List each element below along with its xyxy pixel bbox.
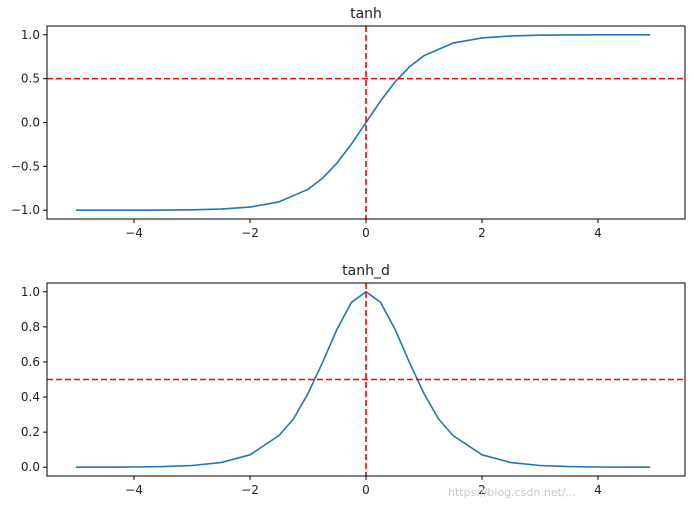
tanh-x-tick-label: 0 <box>362 226 370 240</box>
tanh-data-point-12 <box>365 122 366 123</box>
tanh-y-tick-label: 0.5 <box>21 72 40 86</box>
tanh-data-point-17 <box>452 43 453 44</box>
tanh-d-data-point-5 <box>220 462 221 463</box>
tanh-d-data-point-19 <box>452 435 453 436</box>
tanh-x-tick-label: −4 <box>125 226 143 240</box>
tanh-data-point-18 <box>481 37 482 38</box>
tanh-d-data-point-20 <box>481 454 482 455</box>
tanh-d-x-tick-label: −4 <box>125 483 143 497</box>
tanh-data-point-6 <box>249 206 250 207</box>
tanh-data-point-5 <box>220 208 221 209</box>
tanh-d-x-tick-label: 2 <box>478 483 486 497</box>
tanh-d-data-point-25 <box>626 467 627 468</box>
tanh-data-point-2 <box>133 210 134 211</box>
tanh-d-data-point-3 <box>162 466 163 467</box>
tanh-data-point-7 <box>278 201 279 202</box>
tanh-d-y-tick-label: 0.0 <box>21 460 40 474</box>
tanh-d-series-line <box>75 290 651 468</box>
tanh-d-data-point-4 <box>191 465 192 466</box>
tanh-data-point-1 <box>104 210 105 211</box>
tanh-x-tick-label: −2 <box>241 226 259 240</box>
tanh-data-point-15 <box>409 66 410 67</box>
tanh-d-data-point-14 <box>380 302 381 303</box>
tanh-d-data-point-7 <box>278 435 279 436</box>
tanh-data-point-22 <box>597 34 598 35</box>
tanh-subplot: tanh −4 −2 0 2 4 −1.0 −0.5 0.0 0.5 1.0 <box>11 6 686 240</box>
tanh-d-y-tick-label: 0.6 <box>21 355 40 369</box>
tanh-d-data-point-16 <box>409 362 410 363</box>
tanh-derivative-subplot: tanh_d −4 −2 0 2 4 0.0 0.2 0.4 0.6 0.8 1.0 <box>21 263 686 497</box>
tanh-data-point-9 <box>322 178 323 179</box>
tanh-data-point-14 <box>394 81 395 82</box>
tanh-series-line <box>75 33 651 212</box>
tanh-d-chart-title: tanh_d <box>342 263 390 279</box>
tanh-d-data-point-23 <box>568 466 569 467</box>
tanh-chart-title: tanh <box>350 6 382 22</box>
tanh-d-y-tick-label: 0.4 <box>21 390 40 404</box>
tanh-d-data-point-24 <box>597 466 598 467</box>
tanh-y-tick-label: 0.0 <box>21 116 40 130</box>
tanh-d-data-point-6 <box>249 454 250 455</box>
tanh-d-data-point-12 <box>351 302 352 303</box>
tanh-d-x-tick-label: 0 <box>362 483 370 497</box>
watermark-text: https://blog.csdn.net/... <box>448 486 576 499</box>
tanh-data-point-0 <box>75 210 76 211</box>
tanh-d-data-point-8 <box>293 418 294 419</box>
tanh-y-tick-label: 1.0 <box>21 28 40 42</box>
tanh-data-point-24 <box>650 34 651 35</box>
tanh-data-point-11 <box>351 143 352 144</box>
tanh-data-point-19 <box>510 35 511 36</box>
tanh-d-data-point-15 <box>394 329 395 330</box>
tanh-data-point-4 <box>191 209 192 210</box>
tanh-d-data-point-26 <box>650 467 651 468</box>
tanh-data-point-13 <box>380 100 381 101</box>
tanh-d-data-point-9 <box>307 393 308 394</box>
tanh-d-data-point-1 <box>104 467 105 468</box>
tanh-y-tick-label: −0.5 <box>11 159 40 173</box>
tanh-y-tick-label: −1.0 <box>11 203 40 217</box>
tanh-d-data-point-2 <box>133 466 134 467</box>
tanh-d-data-point-11 <box>336 329 337 330</box>
tanh-data-point-16 <box>423 55 424 56</box>
tanh-d-x-tick-label: 4 <box>594 483 602 497</box>
tanh-d-y-tick-label: 1.0 <box>21 285 40 299</box>
tanh-d-data-point-10 <box>322 362 323 363</box>
tanh-x-tick-label: 2 <box>478 226 486 240</box>
tanh-d-data-point-0 <box>75 467 76 468</box>
tanh-data-point-21 <box>568 34 569 35</box>
tanh-d-data-point-21 <box>510 462 511 463</box>
tanh-d-y-tick-label: 0.8 <box>21 320 40 334</box>
tanh-d-x-tick-label: −2 <box>241 483 259 497</box>
tanh-d-data-point-22 <box>539 465 540 466</box>
tanh-d-y-tick-label: 0.2 <box>21 425 40 439</box>
tanh-d-data-point-18 <box>438 418 439 419</box>
tanh-data-point-20 <box>539 35 540 36</box>
tanh-data-point-23 <box>626 34 627 35</box>
tanh-data-point-8 <box>307 189 308 190</box>
tanh-x-tick-label: 4 <box>594 226 602 240</box>
tanh-data-point-3 <box>162 209 163 210</box>
tanh-data-point-10 <box>336 162 337 163</box>
tanh-d-data-point-17 <box>423 393 424 394</box>
